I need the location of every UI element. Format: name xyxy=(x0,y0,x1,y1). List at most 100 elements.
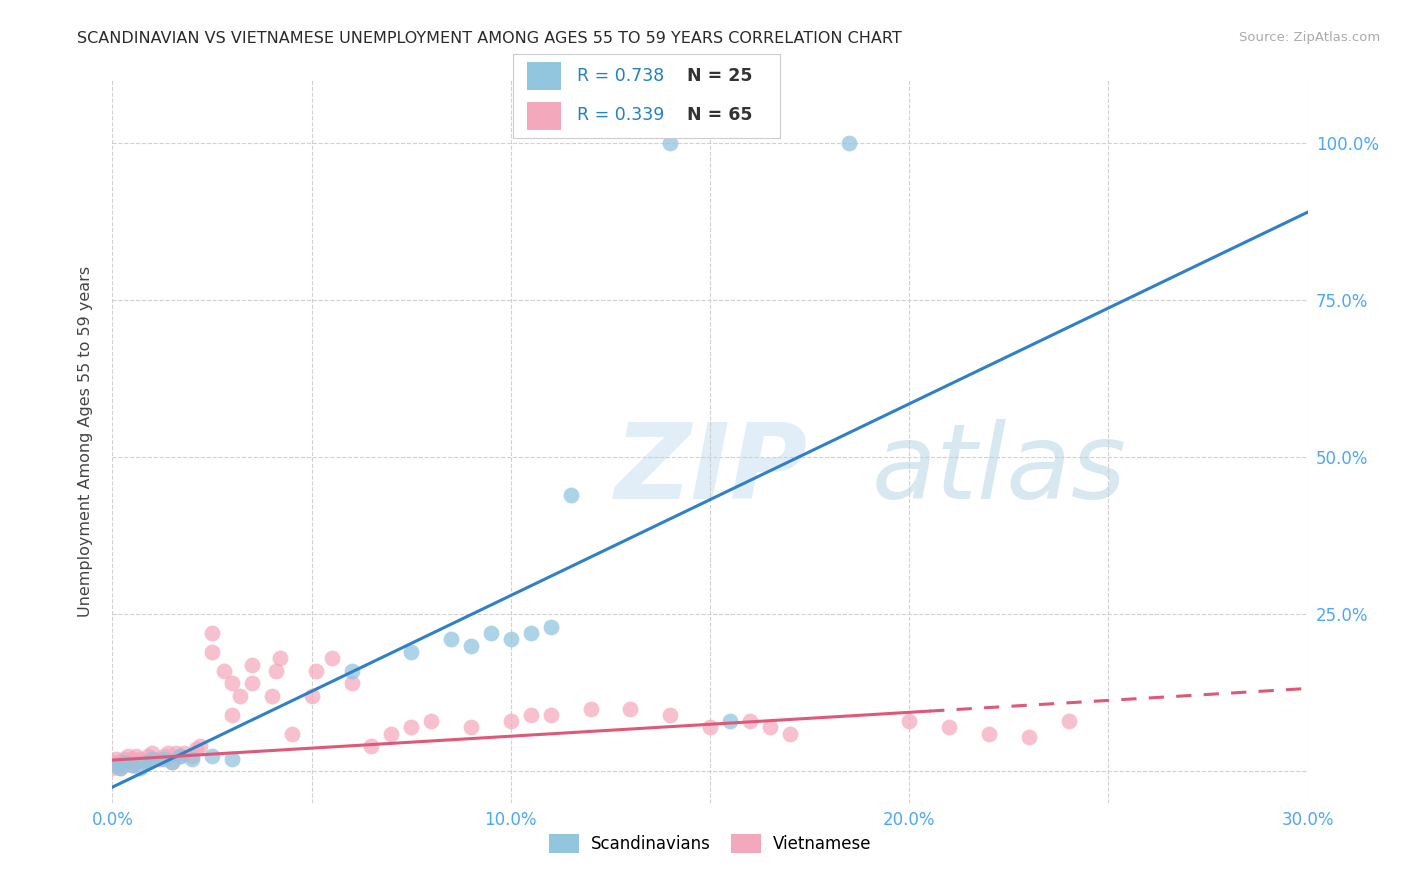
Point xyxy=(240,657,263,672)
Text: N = 65: N = 65 xyxy=(686,106,752,124)
Point xyxy=(838,136,860,150)
Point xyxy=(201,626,224,640)
Point xyxy=(479,626,502,640)
Point xyxy=(540,707,562,722)
Point xyxy=(401,720,423,734)
Text: N = 25: N = 25 xyxy=(686,68,752,86)
Point xyxy=(718,714,741,728)
Point xyxy=(114,752,135,766)
Point xyxy=(360,739,382,754)
Point xyxy=(738,714,761,728)
Point xyxy=(181,752,204,766)
Point xyxy=(212,664,235,678)
Point xyxy=(117,748,139,763)
Point xyxy=(779,727,801,741)
FancyBboxPatch shape xyxy=(526,62,561,90)
Point xyxy=(659,707,682,722)
Point xyxy=(579,701,602,715)
Point xyxy=(380,727,402,741)
Point xyxy=(125,755,148,769)
Point xyxy=(117,755,139,769)
Point xyxy=(105,758,128,772)
Point xyxy=(499,714,522,728)
Point xyxy=(321,651,343,665)
Point xyxy=(141,746,163,760)
Point xyxy=(301,689,323,703)
Point xyxy=(221,707,243,722)
Point xyxy=(125,748,148,763)
Point xyxy=(269,651,291,665)
Point xyxy=(165,746,187,760)
Point xyxy=(157,746,180,760)
Point xyxy=(101,761,124,775)
Point xyxy=(186,742,208,756)
FancyBboxPatch shape xyxy=(526,102,561,130)
Point xyxy=(221,676,243,690)
Point xyxy=(169,748,191,763)
Point xyxy=(264,664,287,678)
Text: Source: ZipAtlas.com: Source: ZipAtlas.com xyxy=(1240,31,1381,45)
Point xyxy=(898,714,921,728)
Point xyxy=(162,755,183,769)
Point xyxy=(105,758,128,772)
Point xyxy=(153,748,176,763)
Text: SCANDINAVIAN VS VIETNAMESE UNEMPLOYMENT AMONG AGES 55 TO 59 YEARS CORRELATION CH: SCANDINAVIAN VS VIETNAMESE UNEMPLOYMENT … xyxy=(77,31,903,46)
Point xyxy=(134,755,156,769)
Point xyxy=(129,761,152,775)
Point xyxy=(201,748,224,763)
Point xyxy=(153,752,176,766)
Point xyxy=(520,707,543,722)
Point xyxy=(540,620,562,634)
Point xyxy=(401,645,423,659)
Point xyxy=(619,701,641,715)
Point xyxy=(114,758,135,772)
Point xyxy=(121,758,143,772)
Point xyxy=(520,626,543,640)
Point xyxy=(281,727,304,741)
Point xyxy=(440,632,463,647)
Point xyxy=(460,720,482,734)
Point xyxy=(173,746,195,760)
Point xyxy=(240,676,263,690)
Point xyxy=(101,755,124,769)
Text: R = 0.738: R = 0.738 xyxy=(578,68,665,86)
Point xyxy=(110,761,132,775)
Point xyxy=(141,752,163,766)
Point xyxy=(181,748,204,763)
Point xyxy=(110,761,132,775)
Point xyxy=(1057,714,1080,728)
Point xyxy=(141,752,163,766)
Y-axis label: Unemployment Among Ages 55 to 59 years: Unemployment Among Ages 55 to 59 years xyxy=(79,266,93,617)
Point xyxy=(110,755,132,769)
Point xyxy=(699,720,721,734)
Point xyxy=(340,664,363,678)
Point xyxy=(114,755,135,769)
Point xyxy=(340,676,363,690)
Text: ZIP: ZIP xyxy=(614,419,807,522)
Point xyxy=(169,748,191,763)
Text: R = 0.339: R = 0.339 xyxy=(578,106,665,124)
Point xyxy=(938,720,960,734)
Point xyxy=(121,758,143,772)
Point xyxy=(305,664,328,678)
Point xyxy=(149,752,172,766)
Point xyxy=(977,727,1000,741)
Point xyxy=(229,689,252,703)
Text: atlas: atlas xyxy=(872,419,1126,522)
Point xyxy=(188,739,211,754)
Point xyxy=(1018,730,1040,744)
Point xyxy=(162,755,183,769)
Point xyxy=(499,632,522,647)
Point xyxy=(138,755,160,769)
Point xyxy=(460,639,482,653)
Point xyxy=(129,752,152,766)
Point xyxy=(260,689,283,703)
Point xyxy=(759,720,782,734)
Point xyxy=(138,748,160,763)
Point xyxy=(221,752,243,766)
Point xyxy=(560,488,582,502)
Point xyxy=(420,714,443,728)
Point xyxy=(121,752,143,766)
Point xyxy=(105,752,128,766)
Point xyxy=(201,645,224,659)
